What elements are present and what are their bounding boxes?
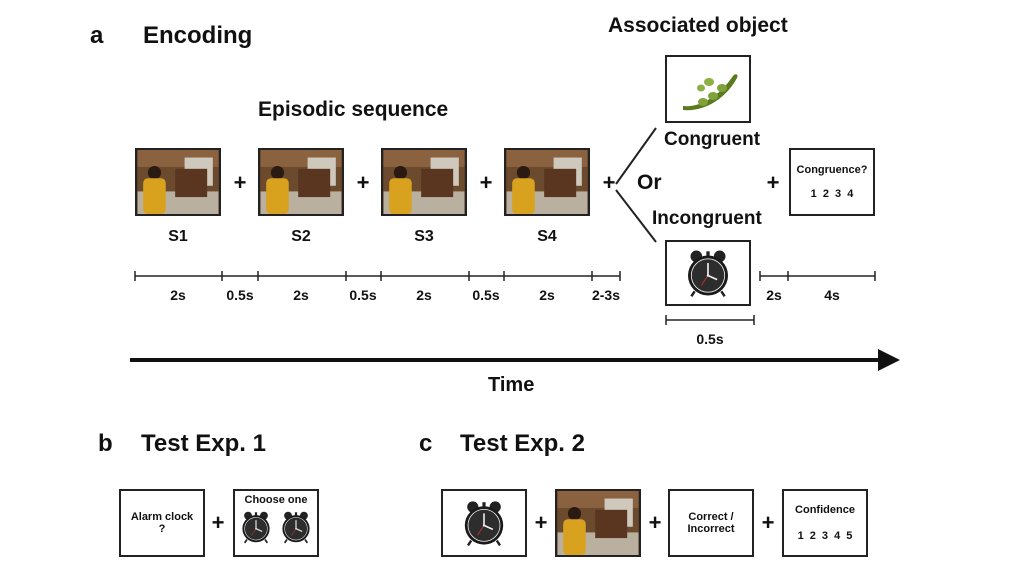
plus-sign: + [356, 170, 370, 195]
duration-label: 2s [539, 287, 555, 303]
plus-sign: + [602, 170, 616, 195]
scene-label-s2: S2 [291, 228, 311, 245]
duration-label: 2s [293, 287, 309, 303]
episodic-sequence-title: Episodic sequence [258, 98, 449, 121]
scene-label-s3: S3 [414, 228, 434, 245]
or-label: Or [637, 171, 662, 194]
choose-one-box: Choose one [233, 489, 319, 557]
object-duration-label: 0.5s [696, 331, 724, 347]
plus-sign: + [479, 170, 493, 195]
alarm-clock-icon [279, 508, 313, 546]
congruence-question-title: Congruence? [796, 164, 868, 176]
scene-photo-s4 [504, 148, 590, 216]
correct-incorrect-box: Correct / Incorrect [668, 489, 754, 557]
correct-text: Correct / [688, 511, 734, 523]
alarm-clock-icon [460, 498, 508, 548]
confidence-scale: 1 2 3 4 5 [797, 530, 853, 542]
scene-photo-s3 [381, 148, 467, 216]
time-arrow [130, 349, 900, 371]
cue-word-box: Alarm clock ? [119, 489, 205, 557]
plus-sign: + [766, 170, 780, 195]
confidence-box: Confidence 1 2 3 4 5 [782, 489, 868, 557]
incorrect-text: Incorrect [687, 523, 735, 535]
panel-a-title: Encoding [143, 22, 253, 49]
panel-c-title: Test Exp. 2 [460, 430, 585, 457]
congruence-scale: 1 2 3 4 [810, 188, 854, 200]
duration-label: 0.5s [226, 287, 254, 303]
scene-photo-test [555, 489, 641, 557]
cue-question-mark: ? [158, 523, 166, 535]
associated-object-title: Associated object [608, 14, 788, 37]
choose-one-title: Choose one [244, 494, 308, 506]
branch-lines [615, 127, 657, 243]
duration-label: 2-3s [591, 287, 621, 303]
cue-word-text: Alarm clock [130, 511, 194, 523]
congruent-label: Congruent [664, 129, 761, 150]
panel-b-letter: b [98, 430, 113, 457]
scene-photo-s2 [258, 148, 344, 216]
duration-label: 2s [170, 287, 186, 303]
incongruent-label: Incongruent [652, 208, 762, 229]
confidence-title: Confidence [795, 504, 855, 516]
object-duration-bracket [665, 315, 755, 325]
scene-photo-s1 [135, 148, 221, 216]
duration-label: 2s [416, 287, 432, 303]
plus-sign: + [761, 510, 775, 535]
duration-label: 2s [766, 287, 782, 303]
scene-label-s4: S4 [537, 228, 557, 245]
plus-sign: + [648, 510, 662, 535]
alarm-clock-icon [239, 508, 273, 546]
scene-label-s1: S1 [168, 228, 188, 245]
plus-sign: + [534, 510, 548, 535]
incongruent-object-frame [665, 240, 751, 306]
test-object-frame [441, 489, 527, 557]
congruent-object-frame [665, 55, 751, 123]
panel-b-title: Test Exp. 1 [141, 430, 266, 457]
duration-label: 0.5s [349, 287, 377, 303]
time-axis-label: Time [488, 374, 535, 396]
pea-pod-icon [683, 74, 738, 111]
panel-a-letter: a [90, 22, 104, 49]
duration-label: 0.5s [472, 287, 500, 303]
duration-label: 4s [824, 287, 840, 303]
timeline-ticks [134, 271, 876, 281]
panel-c-letter: c [419, 430, 433, 457]
congruence-question-box: Congruence? 1 2 3 4 [789, 148, 875, 216]
plus-sign: + [233, 170, 247, 195]
plus-sign: + [211, 510, 225, 535]
